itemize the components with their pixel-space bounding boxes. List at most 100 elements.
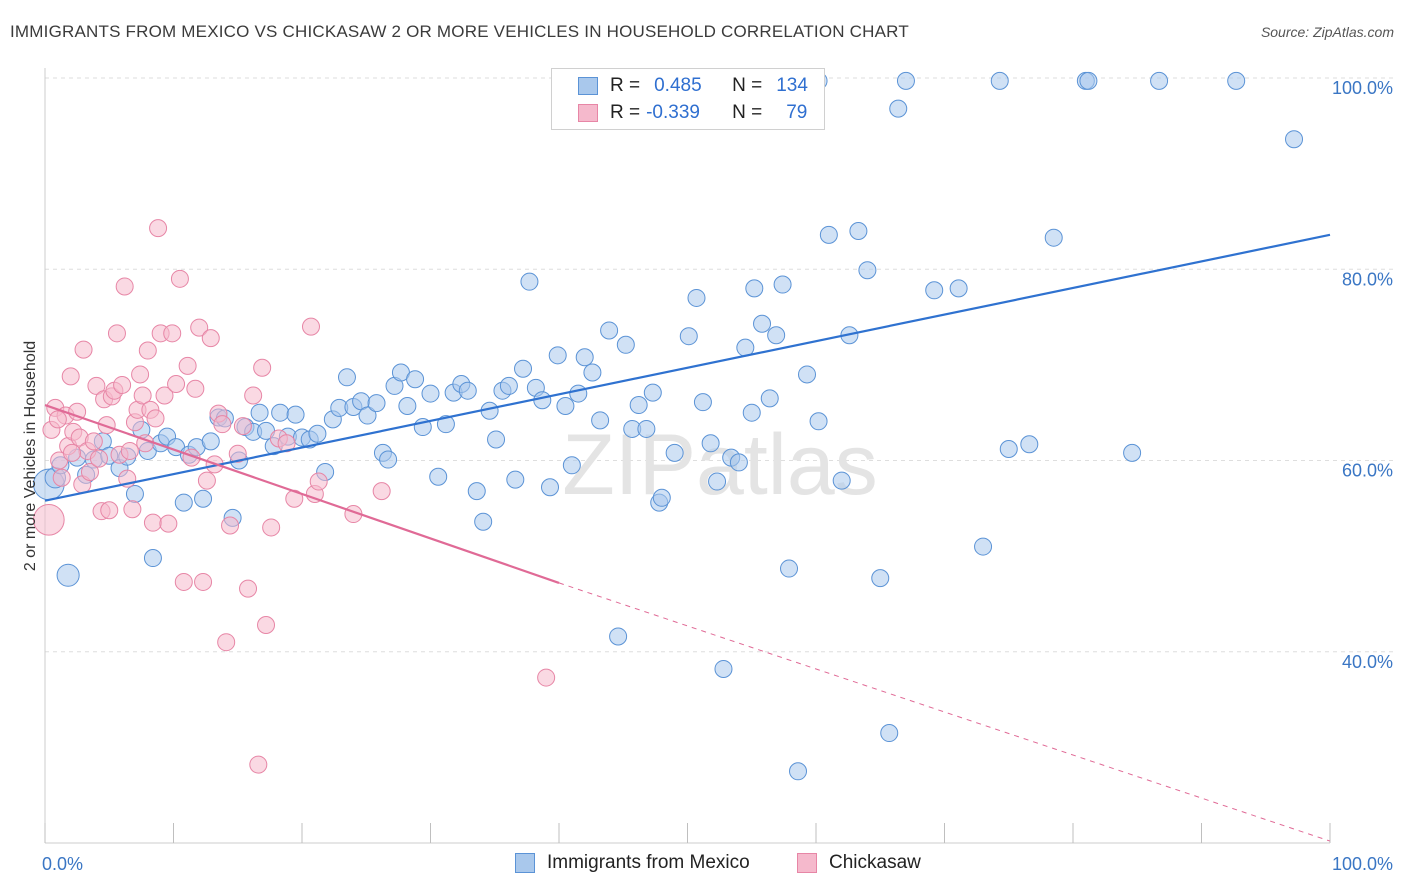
- data-point: [458, 381, 477, 400]
- y-tick-label: 60.0%: [1342, 461, 1393, 481]
- data-point: [665, 443, 684, 462]
- y-tick-labels: 40.0% 60.0% 80.0% 100.0%: [1332, 78, 1393, 672]
- data-point: [143, 549, 162, 568]
- data-point: [773, 275, 792, 294]
- bottom-legend-label: Chickasaw: [829, 852, 921, 873]
- legend-r-label: R =: [610, 102, 641, 123]
- data-point: [337, 368, 356, 387]
- data-point: [767, 326, 786, 345]
- data-point: [474, 512, 493, 531]
- data-point: [760, 389, 779, 408]
- data-point: [949, 279, 968, 298]
- data-point: [250, 403, 269, 422]
- data-point: [708, 472, 727, 491]
- data-point: [131, 365, 150, 384]
- data-point: [155, 386, 174, 405]
- trend-line-chickasaw: [44, 403, 560, 584]
- data-point: [583, 363, 602, 382]
- trend-lines: [44, 233, 1331, 842]
- bottom-legend-swatch-blue: [515, 853, 535, 873]
- data-point: [548, 346, 567, 365]
- data-point: [575, 348, 594, 367]
- legend-n-label: N =: [732, 102, 763, 123]
- data-point: [87, 376, 106, 395]
- legend-r-value: 0.485: [654, 75, 702, 96]
- bottom-legend: Immigrants from Mexico Chickasaw: [0, 852, 1406, 876]
- bottom-legend-swatch-pink: [797, 853, 817, 873]
- data-point: [201, 432, 220, 451]
- data-point: [367, 394, 386, 413]
- data-point: [421, 384, 440, 403]
- data-point: [149, 219, 168, 238]
- data-point: [249, 755, 268, 774]
- data-point: [167, 375, 186, 393]
- data-point: [798, 365, 817, 384]
- bottom-legend-label: Immigrants from Mexico: [547, 852, 750, 873]
- x-tick-labels: 0.0% 100.0%: [42, 854, 1393, 874]
- data-point: [562, 456, 581, 475]
- data-point: [133, 386, 152, 405]
- data-point: [809, 412, 828, 431]
- data-point: [379, 450, 398, 469]
- x-tick-label: 100.0%: [1332, 854, 1393, 874]
- data-point: [125, 484, 144, 503]
- data-point: [406, 370, 425, 389]
- correlation-legend: R = 0.485 N = 134 R = -0.339 N = 79: [551, 68, 825, 130]
- data-point: [190, 318, 209, 337]
- data-point: [729, 453, 748, 472]
- legend-n-value: 79: [786, 102, 808, 123]
- data-point: [201, 329, 220, 348]
- data-point: [233, 417, 252, 436]
- series-chickasaw: [33, 219, 556, 774]
- data-point: [239, 579, 258, 598]
- data-point: [197, 471, 216, 490]
- data-point: [358, 406, 377, 425]
- data-point: [221, 516, 240, 535]
- data-point: [52, 468, 71, 487]
- data-point: [429, 467, 448, 486]
- legend-swatch-blue: [578, 77, 598, 95]
- data-point: [832, 471, 851, 490]
- y-tick-label: 80.0%: [1342, 269, 1393, 289]
- data-point: [780, 559, 799, 578]
- data-point: [159, 514, 178, 533]
- data-point: [217, 633, 236, 652]
- data-point: [253, 358, 272, 377]
- data-point: [629, 396, 648, 415]
- data-point: [556, 396, 575, 415]
- trend-line-chickasaw-extension: [558, 582, 1331, 842]
- bottom-legend-chickasaw: Chickasaw: [797, 852, 921, 874]
- data-point: [372, 482, 391, 501]
- chart-title: IMMIGRANTS FROM MEXICO VS CHICKASAW 2 OR…: [10, 22, 909, 41]
- data-point: [569, 384, 588, 403]
- data-point: [56, 563, 80, 587]
- axes: [44, 68, 1331, 844]
- data-point: [62, 443, 81, 462]
- data-point: [679, 327, 698, 346]
- data-point: [61, 367, 80, 386]
- data-point: [163, 324, 182, 343]
- data-point: [84, 432, 103, 451]
- data-point: [68, 402, 87, 421]
- data-point: [687, 288, 706, 307]
- legend-r-label: R =: [610, 75, 641, 96]
- data-point: [1079, 71, 1098, 90]
- data-point: [186, 379, 205, 398]
- data-point: [858, 261, 877, 280]
- data-point: [301, 317, 320, 336]
- data-point: [286, 405, 305, 424]
- data-point: [520, 272, 539, 291]
- legend-row-mexico: R = 0.485 N = 134: [552, 73, 808, 99]
- data-point: [533, 391, 552, 410]
- data-point: [925, 281, 944, 300]
- trend-line-mexico: [44, 233, 1331, 502]
- data-point: [97, 416, 116, 435]
- grid-lines: [45, 77, 1395, 653]
- data-point: [74, 340, 93, 359]
- data-point: [541, 478, 560, 497]
- y-tick-label: 100.0%: [1332, 78, 1393, 98]
- data-point: [174, 493, 193, 512]
- data-point: [309, 472, 328, 491]
- data-point: [1044, 228, 1063, 247]
- data-point: [178, 356, 197, 375]
